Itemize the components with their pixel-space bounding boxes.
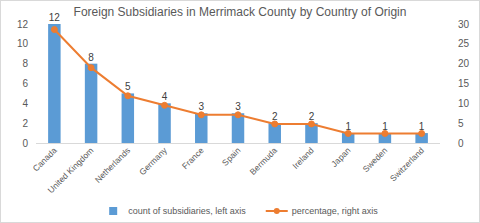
x-tick-label: Sweden (361, 145, 390, 174)
y2-tick-label: 5 (458, 118, 464, 129)
bar (48, 24, 60, 143)
chart: Foreign Subsidiaries in Merrimack County… (0, 0, 480, 223)
y2-tick-label: 0 (458, 138, 464, 149)
data-label: 1 (382, 121, 388, 132)
y-tick (33, 63, 36, 64)
legend-item: count of subsidiaries, left axis (109, 206, 246, 216)
y-tick-label: 10 (17, 38, 29, 49)
y-tick (33, 123, 36, 124)
data-label: 3 (235, 101, 241, 112)
x-tick-label: Bermuda (248, 145, 280, 177)
data-label: 3 (198, 101, 204, 112)
y2-tick (440, 83, 443, 84)
x-tick-label: Germany (137, 145, 169, 177)
data-label: 1 (419, 121, 425, 132)
legend: count of subsidiaries, left axis percenta… (109, 206, 378, 216)
chart-border (1, 1, 480, 223)
marker (198, 112, 204, 118)
y2-tick (440, 43, 443, 44)
plot-area (48, 24, 428, 143)
marker (125, 93, 131, 99)
bar (122, 93, 134, 143)
x-axis (36, 143, 440, 144)
x-tick-label: Netherlands (93, 145, 132, 184)
legend-item: percentage, right axis (266, 206, 379, 216)
data-label: 2 (309, 111, 315, 122)
bar (85, 64, 97, 143)
y2-tick (440, 103, 443, 104)
y-tick-label: 8 (22, 58, 28, 69)
x-tick-label: Ireland (290, 145, 316, 171)
data-label: 1 (345, 121, 351, 132)
marker (162, 102, 168, 108)
y-tick (33, 83, 36, 84)
legend-swatch (109, 207, 117, 215)
y2-tick-label: 30 (458, 19, 470, 30)
y2-tick (440, 63, 443, 64)
legend-label: percentage, right axis (292, 206, 379, 216)
x-tick-label: United Kingdom (46, 145, 96, 195)
y-tick-label: 6 (22, 78, 28, 89)
data-label: 8 (88, 52, 94, 63)
y2-tick (440, 24, 443, 25)
x-tick-label: Switzerland (388, 145, 426, 183)
y-tick (33, 103, 36, 104)
x-tick-label: Japan (329, 145, 353, 169)
marker (51, 27, 57, 33)
y-tick (33, 143, 36, 144)
y2-tick-label: 20 (458, 58, 470, 69)
title: Foreign Subsidiaries in Merrimack County… (74, 5, 407, 19)
y-tick-label: 4 (22, 98, 28, 109)
bar (158, 103, 170, 143)
marker (235, 112, 241, 118)
y2-tick (440, 143, 443, 144)
y-tick (33, 43, 36, 44)
data-label: 4 (162, 91, 168, 102)
line (54, 30, 421, 134)
y-tick-label: 2 (22, 118, 28, 129)
y-tick-label: 0 (22, 138, 28, 149)
marker (88, 65, 94, 71)
y2-tick-label: 15 (458, 78, 470, 89)
y2-tick-label: 10 (458, 98, 470, 109)
data-label: 5 (125, 81, 131, 92)
legend-swatch (274, 208, 280, 214)
x-tick-label: Canada (31, 145, 59, 173)
y-tick (33, 24, 36, 25)
y-tick-label: 12 (17, 19, 29, 30)
y2-tick-label: 25 (458, 38, 470, 49)
legend-label: count of subsidiaries, left axis (128, 206, 246, 216)
y2-tick (440, 123, 443, 124)
data-label: 12 (49, 12, 61, 23)
data-labels: 12 8 5 4 3 3 2 2 1 1 1 (49, 12, 425, 132)
data-label: 2 (272, 111, 278, 122)
x-tick-label: Spain (220, 145, 243, 168)
x-tick-label: France (180, 145, 206, 171)
